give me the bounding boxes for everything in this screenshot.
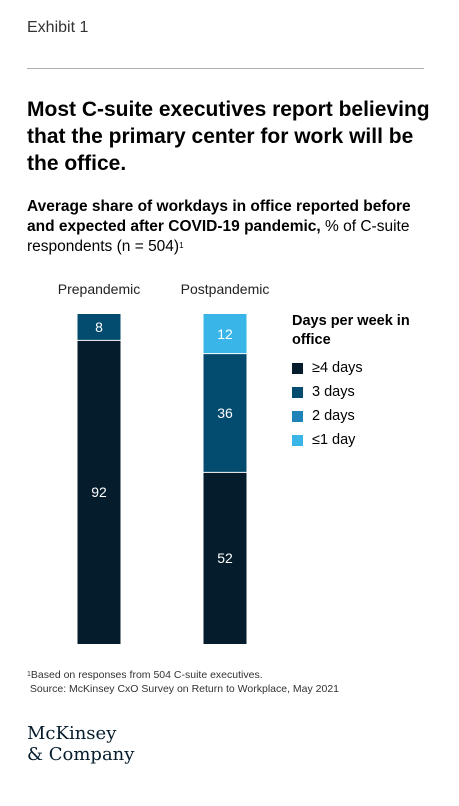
footnote: 1Based on responses from 504 C-suite exe… bbox=[27, 668, 437, 696]
data-label: 92 bbox=[91, 484, 107, 500]
category-label: Postpandemic bbox=[181, 281, 270, 297]
legend-swatch bbox=[292, 386, 303, 398]
legend: Days per week in office ≥4 days 3 days 2 d… bbox=[292, 312, 442, 452]
legend-item: 3 days bbox=[292, 380, 442, 404]
data-label: 8 bbox=[95, 319, 103, 335]
bar-segment bbox=[203, 472, 247, 644]
subtitle-footnote-marker: 1 bbox=[179, 241, 184, 250]
footnote-note: 1Based on responses from 504 C-suite exe… bbox=[27, 668, 437, 682]
legend-item: ≥4 days bbox=[292, 356, 442, 380]
legend-item: ≤1 day bbox=[292, 428, 442, 452]
subtitle-regular: % of C-suite respondents (n = 504) bbox=[27, 218, 410, 255]
bar-segment bbox=[77, 340, 121, 644]
bar-segment bbox=[77, 314, 121, 341]
legend-label: ≤1 day bbox=[312, 432, 356, 448]
logo-line-1: McKinsey bbox=[27, 723, 117, 744]
legend-swatch bbox=[292, 410, 303, 422]
footnote-text: Based on responses from 504 C-suite exec… bbox=[30, 669, 263, 681]
chart-subtitle: Average share of workdays in office repo… bbox=[27, 197, 437, 257]
exhibit-label: Exhibit 1 bbox=[27, 19, 89, 36]
bar-segment bbox=[203, 314, 247, 354]
bar-segment bbox=[203, 353, 247, 473]
footnote-marker: 1 bbox=[27, 671, 31, 678]
legend-label: ≥4 days bbox=[312, 360, 363, 376]
source-text: Source: McKinsey CxO Survey on Return to… bbox=[29, 683, 340, 695]
legend-title: Days per week in office bbox=[292, 313, 410, 348]
data-label: 52 bbox=[217, 550, 233, 566]
data-label: 36 bbox=[217, 405, 233, 421]
footnote-source: Source: McKinsey CxO Survey on Return to… bbox=[27, 682, 437, 696]
legend-swatch bbox=[292, 362, 303, 374]
legend-swatch bbox=[292, 434, 303, 446]
chart-title: Most C-suite executives report believing… bbox=[27, 98, 430, 175]
legend-item: 2 days bbox=[292, 404, 442, 428]
legend-label: 2 days bbox=[312, 408, 355, 424]
legend-label: 3 days bbox=[312, 384, 355, 400]
subtitle-bold: Average share of workdays in office repo… bbox=[27, 198, 411, 235]
logo-line-2: & Company bbox=[27, 744, 135, 765]
category-label: Prepandemic bbox=[58, 281, 141, 297]
divider bbox=[27, 68, 424, 69]
mckinsey-logo: McKinsey & Company bbox=[27, 723, 134, 765]
stacked-bar-chart: Prepandemic 92 8 Postpandemic 52 36 12 bbox=[58, 281, 270, 644]
data-label: 12 bbox=[217, 326, 233, 342]
